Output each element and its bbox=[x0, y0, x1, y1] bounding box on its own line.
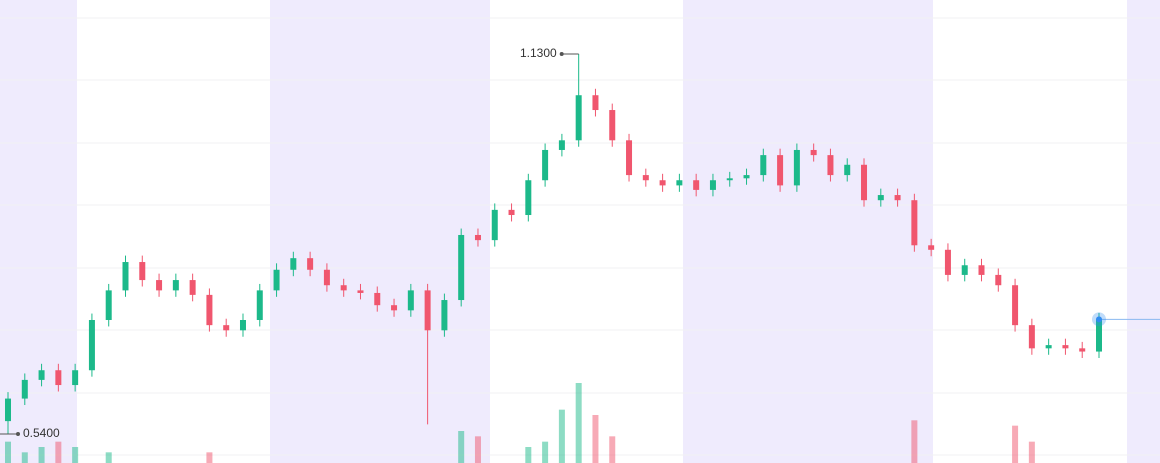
candle-body bbox=[206, 294, 213, 326]
volume-bar bbox=[5, 441, 11, 463]
volume-bar bbox=[21, 452, 28, 463]
candle-body bbox=[928, 245, 935, 250]
candle-body bbox=[676, 180, 683, 186]
candle-body bbox=[793, 149, 800, 186]
candle-body bbox=[72, 370, 79, 386]
volume-bar bbox=[206, 452, 213, 463]
candle-body bbox=[777, 155, 784, 186]
candle-body bbox=[911, 200, 918, 246]
candle-body bbox=[659, 180, 666, 186]
candle-body bbox=[458, 234, 465, 301]
volume-bar bbox=[558, 409, 565, 463]
candle-body bbox=[525, 180, 532, 216]
candle-body bbox=[1079, 348, 1086, 352]
candle-body bbox=[273, 269, 280, 291]
candle-body bbox=[189, 280, 196, 295]
candle-body bbox=[290, 258, 297, 270]
candle-body bbox=[374, 292, 381, 306]
candle-body bbox=[391, 305, 398, 311]
candle-body bbox=[542, 149, 549, 181]
annotation-label: 0.5400 bbox=[23, 426, 60, 440]
candle-body bbox=[256, 290, 263, 320]
candle-body bbox=[508, 209, 515, 216]
candle-body bbox=[743, 175, 750, 179]
candle-body bbox=[844, 164, 851, 176]
candle-body bbox=[995, 274, 1002, 286]
candle-body bbox=[861, 164, 868, 201]
candle-body bbox=[709, 180, 716, 190]
volume-bar bbox=[474, 436, 481, 463]
candle-body bbox=[726, 178, 733, 181]
candle-body bbox=[38, 370, 45, 380]
candle-body bbox=[1096, 319, 1102, 352]
candle-body bbox=[642, 175, 649, 181]
volume-bar bbox=[525, 447, 532, 463]
volume-bar bbox=[592, 415, 599, 463]
volume-bar bbox=[55, 441, 62, 463]
candle-body bbox=[223, 325, 230, 331]
volume-bar bbox=[1028, 441, 1035, 463]
candle-body bbox=[357, 290, 364, 293]
candle-body bbox=[424, 290, 431, 331]
candle-body bbox=[961, 265, 968, 275]
volume-bar bbox=[542, 441, 549, 463]
candle-body bbox=[810, 149, 817, 156]
candle-body bbox=[626, 140, 633, 176]
candle-body bbox=[575, 95, 582, 141]
candle-body bbox=[122, 262, 129, 291]
volume-bar bbox=[575, 383, 582, 463]
candle-body bbox=[139, 262, 146, 281]
candle-body bbox=[323, 269, 330, 286]
candle-body bbox=[21, 379, 28, 399]
candle-body bbox=[156, 280, 163, 291]
volume-bar bbox=[911, 420, 918, 463]
candle-body bbox=[88, 320, 95, 371]
candle-body bbox=[1062, 345, 1069, 349]
grid bbox=[0, 17, 1160, 456]
candle-body bbox=[827, 155, 834, 176]
volume-bar bbox=[38, 447, 45, 463]
candle-body bbox=[894, 195, 901, 201]
candle-body bbox=[609, 110, 616, 141]
candle-body bbox=[172, 280, 179, 291]
candle-body bbox=[105, 290, 112, 320]
candle-body bbox=[693, 180, 700, 190]
volume-bar bbox=[72, 447, 79, 463]
candle-body bbox=[877, 195, 884, 201]
annotation-dot bbox=[16, 432, 20, 436]
candle-body bbox=[474, 234, 481, 241]
candle-body bbox=[441, 300, 448, 331]
volume-bar bbox=[458, 431, 465, 463]
candle-body bbox=[491, 209, 498, 241]
candle-body bbox=[340, 285, 347, 291]
candle-body bbox=[407, 290, 414, 311]
candle-body bbox=[558, 140, 565, 150]
candle-body bbox=[1012, 285, 1019, 326]
candle-body bbox=[760, 155, 767, 176]
last-price-dot bbox=[1096, 316, 1102, 323]
candle-body bbox=[307, 258, 314, 270]
annotation-label: 1.1300 bbox=[520, 46, 557, 60]
volume-bar bbox=[609, 436, 616, 463]
candle-body bbox=[1028, 325, 1035, 349]
candle-body bbox=[55, 370, 62, 386]
candle-body bbox=[239, 320, 246, 331]
candle-body bbox=[1045, 345, 1052, 349]
candle-body bbox=[5, 398, 11, 422]
volume-bar bbox=[1012, 425, 1019, 463]
candle-body bbox=[944, 249, 951, 275]
annotation-dot bbox=[559, 52, 564, 56]
candle-body bbox=[978, 265, 985, 275]
volume-bar bbox=[105, 452, 112, 463]
candle-body bbox=[592, 95, 599, 111]
